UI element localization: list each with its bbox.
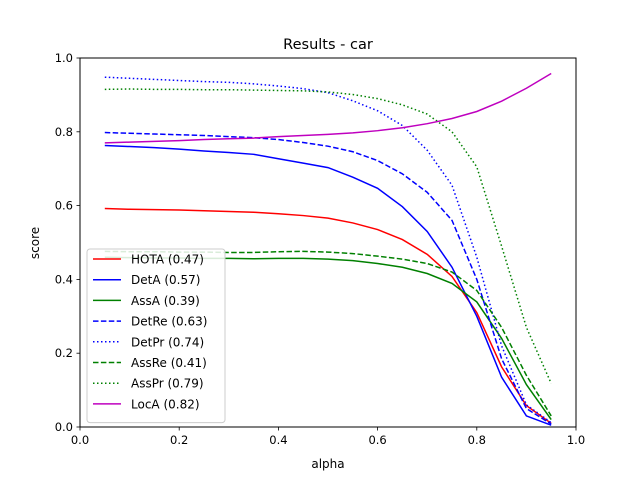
axes-frame xyxy=(79,57,577,428)
legend-label: DetRe (0.63) xyxy=(131,315,207,329)
x-tick-label: 0.2 xyxy=(170,433,188,447)
x-tick-label: 0.6 xyxy=(368,433,386,447)
x-tick-label: 0.8 xyxy=(468,433,486,447)
y-tick-label: 0.0 xyxy=(55,420,73,434)
legend-label: AssPr (0.79) xyxy=(131,377,204,391)
legend-label: AssRe (0.41) xyxy=(131,356,207,370)
legend-box xyxy=(86,248,226,424)
legend-label: DetA (0.57) xyxy=(131,273,200,287)
x-tick-label: 0.0 xyxy=(71,433,89,447)
legend-label: AssA (0.39) xyxy=(131,294,200,308)
legend: HOTA (0.47) DetA (0.57) AssA (0.39) DetRe (… xyxy=(86,248,226,424)
legend-label: DetPr (0.74) xyxy=(131,335,204,349)
chart-title: Results - car xyxy=(283,37,373,53)
x-tick-label: 1.0 xyxy=(567,433,585,447)
series-line-detre xyxy=(104,131,552,425)
series-line-loca xyxy=(104,72,552,144)
legend-label: HOTA (0.47) xyxy=(131,253,204,267)
series-line-deta xyxy=(104,144,552,426)
x-axis-label: alpha xyxy=(311,457,344,471)
legend-label: LocA (0.82) xyxy=(131,397,200,411)
y-tick-label: 0.2 xyxy=(55,346,73,360)
y-axis-label: score xyxy=(28,227,42,259)
y-tick-label: 0.4 xyxy=(55,272,73,286)
x-tick-label: 0.4 xyxy=(269,433,287,447)
y-tick-label: 1.0 xyxy=(55,51,73,65)
y-tick-label: 0.6 xyxy=(55,199,73,213)
y-tick-label: 0.8 xyxy=(55,125,73,139)
series-line-hota xyxy=(104,207,552,424)
